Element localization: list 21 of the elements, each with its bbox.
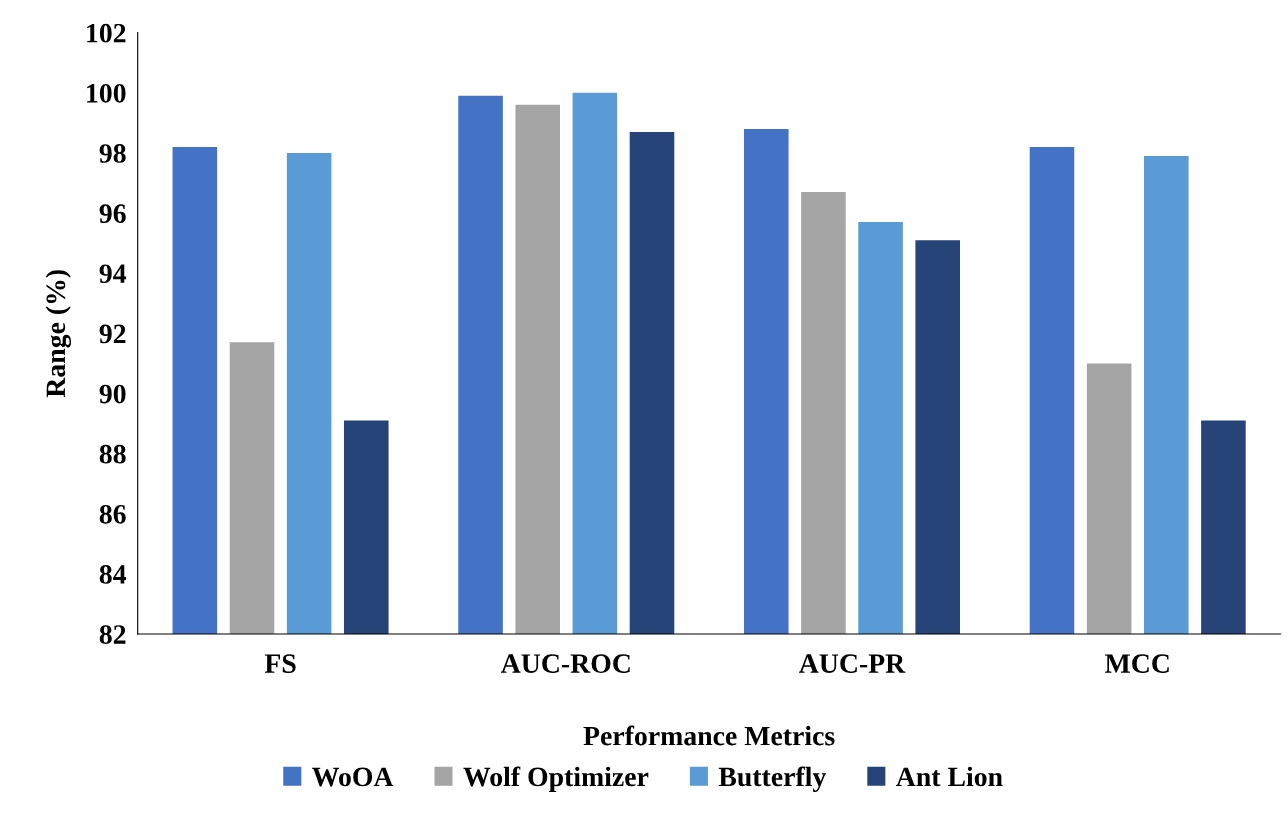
y-tick-label: 82	[99, 625, 126, 644]
y-tick-label: 100	[87, 83, 126, 103]
x-tick-label: AUC-ROC	[500, 654, 630, 673]
x-tick-label: MCC	[1105, 654, 1169, 673]
legend-label: Wolf Optimizer	[463, 766, 649, 792]
y-tick-label: 94	[99, 264, 127, 284]
x-tick-label: AUC-PR	[799, 654, 906, 673]
y-tick-label: 88	[99, 444, 126, 464]
x-tick-label: FS	[264, 654, 296, 673]
y-tick-label: 102	[87, 23, 126, 43]
y-tick-label: 84	[99, 565, 127, 584]
legend-label: WoOA	[312, 767, 394, 787]
y-tick-label: 90	[99, 384, 126, 404]
y-tick-label: 92	[99, 324, 126, 344]
x-axis-title: Performance Metrics	[583, 725, 835, 746]
legend-label: Ant Lion	[896, 766, 1003, 787]
legend-label: Butterfly	[718, 766, 827, 792]
y-tick-label: 98	[99, 144, 126, 163]
y-axis-title: Range (%)	[45, 270, 72, 398]
y-tick-label: 96	[99, 204, 126, 223]
y-tick-label: 86	[99, 504, 126, 524]
